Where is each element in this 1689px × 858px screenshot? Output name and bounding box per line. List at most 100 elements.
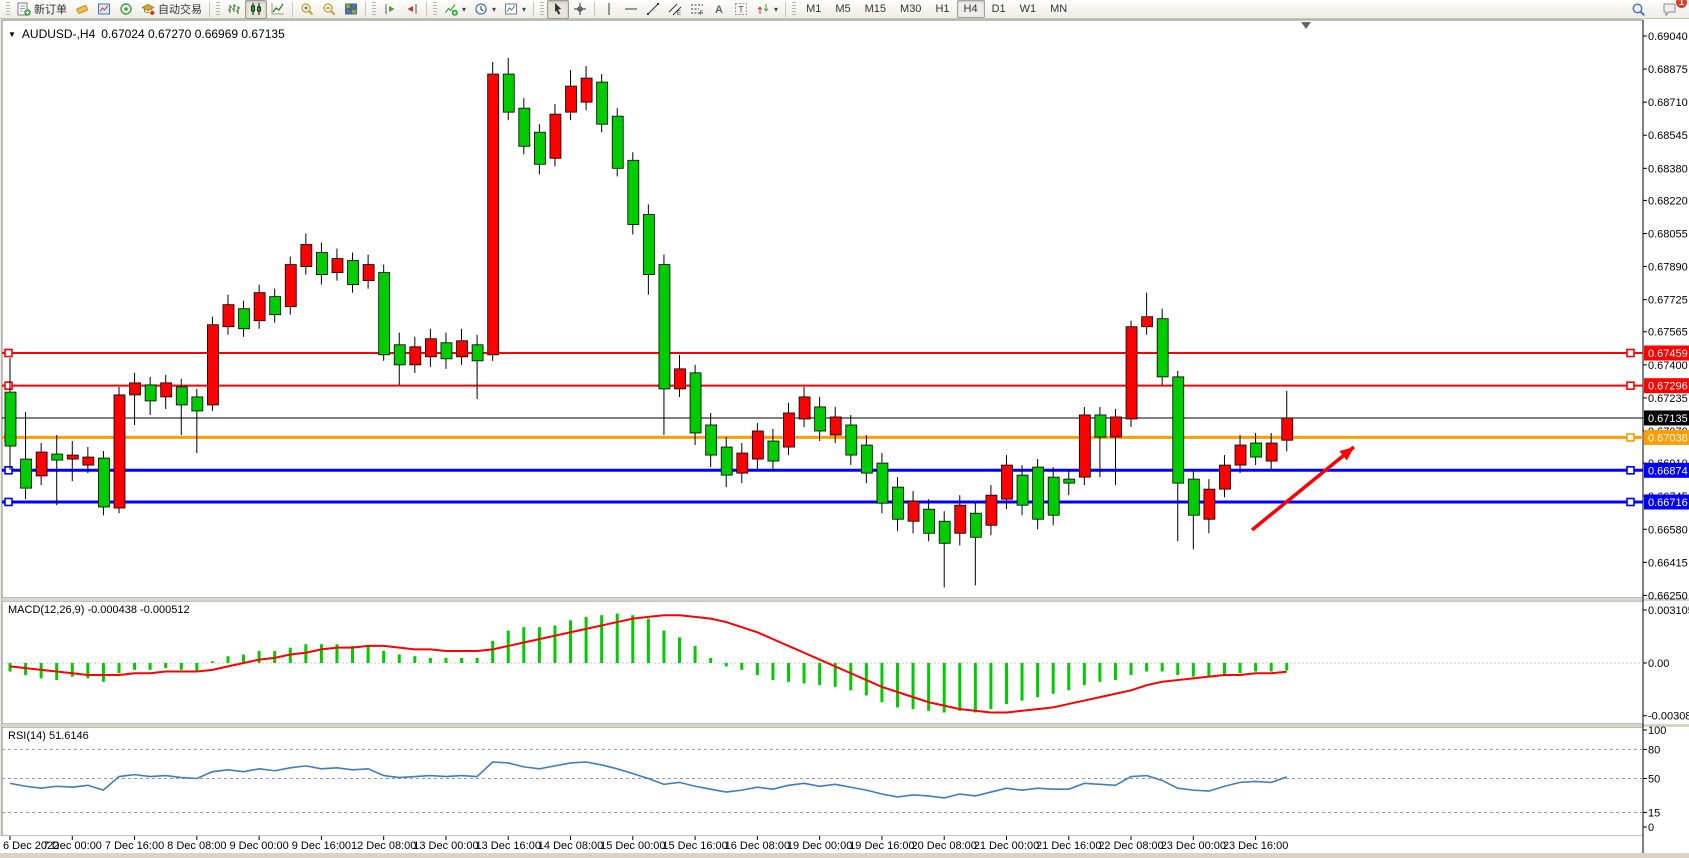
chart-menu-caret-icon[interactable]: ▼	[8, 29, 16, 39]
level-anchor-handle[interactable]	[1626, 466, 1635, 475]
chart-window-icon	[97, 2, 111, 16]
autotrading-button[interactable]: 自动交易	[137, 0, 206, 19]
timeframe-button-D1[interactable]: D1	[991, 3, 1006, 15]
new-order-icon	[17, 2, 31, 16]
timeframe-button-MN[interactable]: MN	[1050, 3, 1068, 15]
level-anchor-handle[interactable]	[4, 466, 13, 475]
price-badge-value: 0.66716	[1648, 497, 1688, 509]
new-order-button[interactable]: 新订单	[13, 0, 71, 19]
candle	[876, 462, 889, 504]
toolbar-grip[interactable]	[372, 2, 376, 16]
level-anchor-handle[interactable]	[4, 348, 13, 358]
level-anchor-handle[interactable]	[4, 381, 13, 390]
price-tick-label: 0.67400	[1648, 360, 1688, 372]
candle	[985, 494, 998, 526]
price-badge-value: 0.66874	[1648, 465, 1688, 477]
rsi-tick-label: 100	[1648, 725, 1666, 737]
candle	[1250, 442, 1262, 458]
bar-chart-icon	[227, 2, 241, 16]
chart-shift-marker-icon[interactable]	[1301, 22, 1311, 29]
autoscroll-button[interactable]	[379, 0, 401, 19]
rsi-tick-label: 0	[1648, 822, 1654, 834]
candlestick-button[interactable]	[245, 0, 267, 19]
hline-icon	[624, 2, 638, 16]
add-indicator-button[interactable]: ▾	[440, 0, 470, 19]
candle	[409, 346, 422, 366]
pane-splitter[interactable]	[0, 724, 1689, 727]
candle	[705, 424, 718, 456]
arrow-annotation[interactable]	[1250, 445, 1356, 532]
candle	[1078, 414, 1091, 478]
timeframe-button-M30[interactable]: M30	[900, 3, 922, 15]
time-tick-label: 7 Dec 16:00	[105, 840, 164, 852]
vertical-line-button[interactable]	[598, 0, 620, 19]
candle	[642, 214, 655, 275]
level-lines	[2, 348, 1643, 507]
timeframe-button-M1[interactable]: M1	[806, 3, 822, 15]
cursor-button[interactable]	[547, 0, 570, 19]
zoom-in-button[interactable]	[296, 0, 318, 19]
timeframe-button-M15[interactable]: M15	[864, 3, 887, 15]
fibonacci-button[interactable]: F	[686, 0, 708, 19]
signal-button[interactable]	[115, 0, 137, 19]
line-chart-button[interactable]	[267, 0, 289, 19]
autotrading-label: 自动交易	[158, 4, 202, 16]
rsi-plot: 100 80 50 15 0	[2, 725, 1666, 834]
toolbar-grip[interactable]	[792, 2, 797, 16]
eraser-icon	[75, 2, 89, 16]
level-anchor-handle[interactable]	[1626, 348, 1635, 358]
trendline-button[interactable]	[642, 0, 664, 19]
macd-signal-line	[9, 614, 1287, 714]
eraser-button[interactable]	[71, 0, 93, 19]
level-anchor-handle[interactable]	[4, 497, 13, 507]
candle	[1001, 464, 1013, 500]
time-tick-label: 6 Dec 2022	[3, 840, 59, 852]
candle	[954, 504, 967, 534]
text-button[interactable]: A	[708, 0, 730, 19]
candle	[658, 264, 671, 390]
timeframe-button-M5[interactable]: M5	[835, 3, 851, 15]
chart-shift-button[interactable]	[401, 0, 423, 19]
toolbar-grip[interactable]	[540, 2, 545, 16]
crosshair-button[interactable]	[569, 0, 591, 19]
rsi-tick-label: 50	[1648, 774, 1660, 786]
timeframe-button-H1[interactable]: H1	[935, 3, 950, 15]
bar-chart-button[interactable]	[223, 0, 245, 19]
channel-button[interactable]: E	[664, 0, 686, 19]
notifications-button[interactable]: 1	[1658, 0, 1688, 19]
price-tick-label: 0.66580	[1648, 524, 1688, 536]
text-label-button[interactable]: T	[730, 0, 752, 19]
price-tick-label: 0.68380	[1648, 163, 1688, 175]
tile-windows-button[interactable]	[340, 0, 362, 19]
candle	[674, 368, 686, 390]
level-anchor-handle[interactable]	[1626, 433, 1635, 442]
candle	[456, 340, 468, 358]
level-anchor-handle[interactable]	[1626, 381, 1635, 390]
timeframe-button-H4[interactable]: H4	[956, 0, 985, 18]
pane-splitter[interactable]	[0, 598, 1689, 601]
arrows-button[interactable]: ▾	[752, 0, 782, 19]
periods-button[interactable]: ▾	[470, 0, 500, 19]
toolbar-grip[interactable]	[433, 2, 437, 16]
level-anchor-handle[interactable]	[1626, 497, 1635, 507]
search-button[interactable]	[1627, 0, 1650, 19]
time-tick-label: 16 Dec 08:00	[725, 840, 790, 852]
toolbar-grip[interactable]	[6, 2, 10, 16]
template-button[interactable]: ▾	[500, 0, 530, 19]
timeframe-button-W1[interactable]: W1	[1019, 3, 1037, 15]
template-icon	[504, 2, 518, 16]
candle	[113, 394, 126, 509]
horizontal-line-button[interactable]	[620, 0, 642, 19]
candle	[611, 115, 624, 169]
zoom-out-button[interactable]	[318, 0, 340, 19]
price-badge	[1644, 429, 1689, 445]
candle	[1172, 376, 1185, 484]
toolbar-grip[interactable]	[216, 2, 220, 16]
candle	[767, 440, 780, 462]
rsi-pane[interactable]	[1, 726, 1644, 837]
price-badge-value: 0.67296	[1648, 381, 1688, 393]
chart-window-button[interactable]	[93, 0, 115, 19]
candle	[549, 113, 562, 159]
